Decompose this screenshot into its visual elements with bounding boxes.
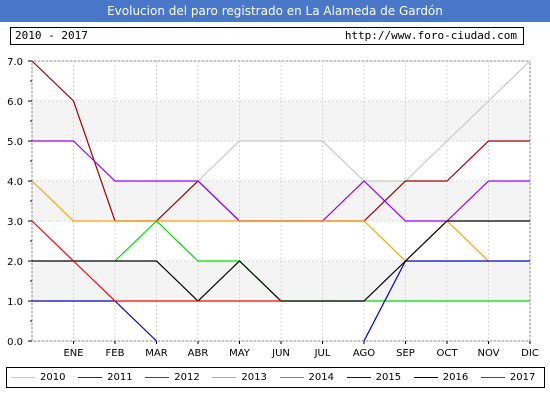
- x-tick-label: JUN: [271, 348, 290, 359]
- y-tick-label: 4.0: [7, 177, 23, 188]
- series-lines: [31, 60, 531, 342]
- x-tick-label: SEP: [396, 348, 415, 359]
- y-tick-label: 7.0: [7, 57, 23, 68]
- legend-swatch: [346, 377, 371, 378]
- x-tick-label: AGO: [353, 348, 375, 359]
- series-line-2015: [32, 300, 157, 342]
- y-tick-label: 1.0: [7, 297, 23, 308]
- legend-swatch: [212, 377, 237, 378]
- legend-item-2013: 2013: [212, 368, 279, 387]
- x-tick-label: MAY: [229, 348, 251, 359]
- legend-label: 2017: [509, 372, 536, 383]
- legend-item-2010: 2010: [11, 368, 78, 387]
- legend-swatch: [413, 377, 438, 378]
- y-tick-label: 5.0: [7, 137, 23, 148]
- series-line-2017: [31, 220, 281, 302]
- legend-item-2011: 2011: [78, 368, 145, 387]
- source-url[interactable]: http://www.foro-ciudad.com: [344, 29, 517, 42]
- legend-swatch: [145, 377, 170, 378]
- x-tick-label: DIC: [521, 348, 539, 359]
- series-line-2015: [363, 260, 530, 342]
- x-tick-label: OCT: [437, 348, 459, 359]
- legend-label: 2012: [174, 372, 200, 383]
- x-tick-label: JUL: [314, 348, 331, 359]
- legend-item-2015: 2015: [346, 368, 414, 387]
- legend-item-2012: 2012: [145, 368, 212, 387]
- legend-item-2017: 2017: [480, 368, 548, 387]
- legend-label: 2014: [308, 372, 334, 383]
- y-tick-label: 0.0: [7, 337, 23, 348]
- chart-title: Evolucion del paro registrado en La Alam…: [0, 0, 550, 22]
- legend-swatch: [11, 377, 35, 378]
- legend-item-2014: 2014: [279, 368, 347, 387]
- legend-swatch: [279, 377, 304, 378]
- legend: 2010 2011 2012 2013 2014 2015 2016 2017: [6, 367, 545, 388]
- y-tick-label: 2.0: [7, 257, 23, 268]
- legend-label: 2011: [107, 372, 133, 383]
- x-axis: ENE FEB MAR ABR MAY JUN JUL AGO SEP OCT NOV DIC: [63, 341, 539, 359]
- y-axis: 0.0 1.0 2.0 3.0 4.0 5.0 6.0 7.0: [7, 57, 32, 348]
- line-chart: 0.0 1.0 2.0 3.0 4.0 5.0 6.0 7.0 ENE FEB MAR ABR MAY…: [7, 57, 539, 359]
- info-box: 2010 - 2017 http://www.foro-ciudad.com: [10, 27, 524, 45]
- legend-item-2016: 2016: [413, 368, 481, 387]
- legend-label: 2013: [241, 372, 267, 383]
- legend-swatch: [480, 377, 505, 378]
- x-tick-label: FEB: [106, 348, 125, 359]
- legend-label: 2010: [40, 372, 66, 383]
- x-tick-label: MAR: [145, 348, 167, 359]
- series-line-2010: [156, 60, 531, 222]
- y-tick-label: 6.0: [7, 97, 23, 108]
- legend-label: 2015: [375, 372, 402, 383]
- legend-swatch: [78, 377, 103, 378]
- years-range-label: 2010 - 2017: [15, 29, 88, 42]
- x-tick-label: NOV: [477, 348, 499, 359]
- x-tick-label: ENE: [63, 348, 83, 359]
- legend-label: 2016: [442, 372, 469, 383]
- x-tick-label: ABR: [188, 348, 209, 359]
- y-tick-label: 3.0: [7, 217, 23, 228]
